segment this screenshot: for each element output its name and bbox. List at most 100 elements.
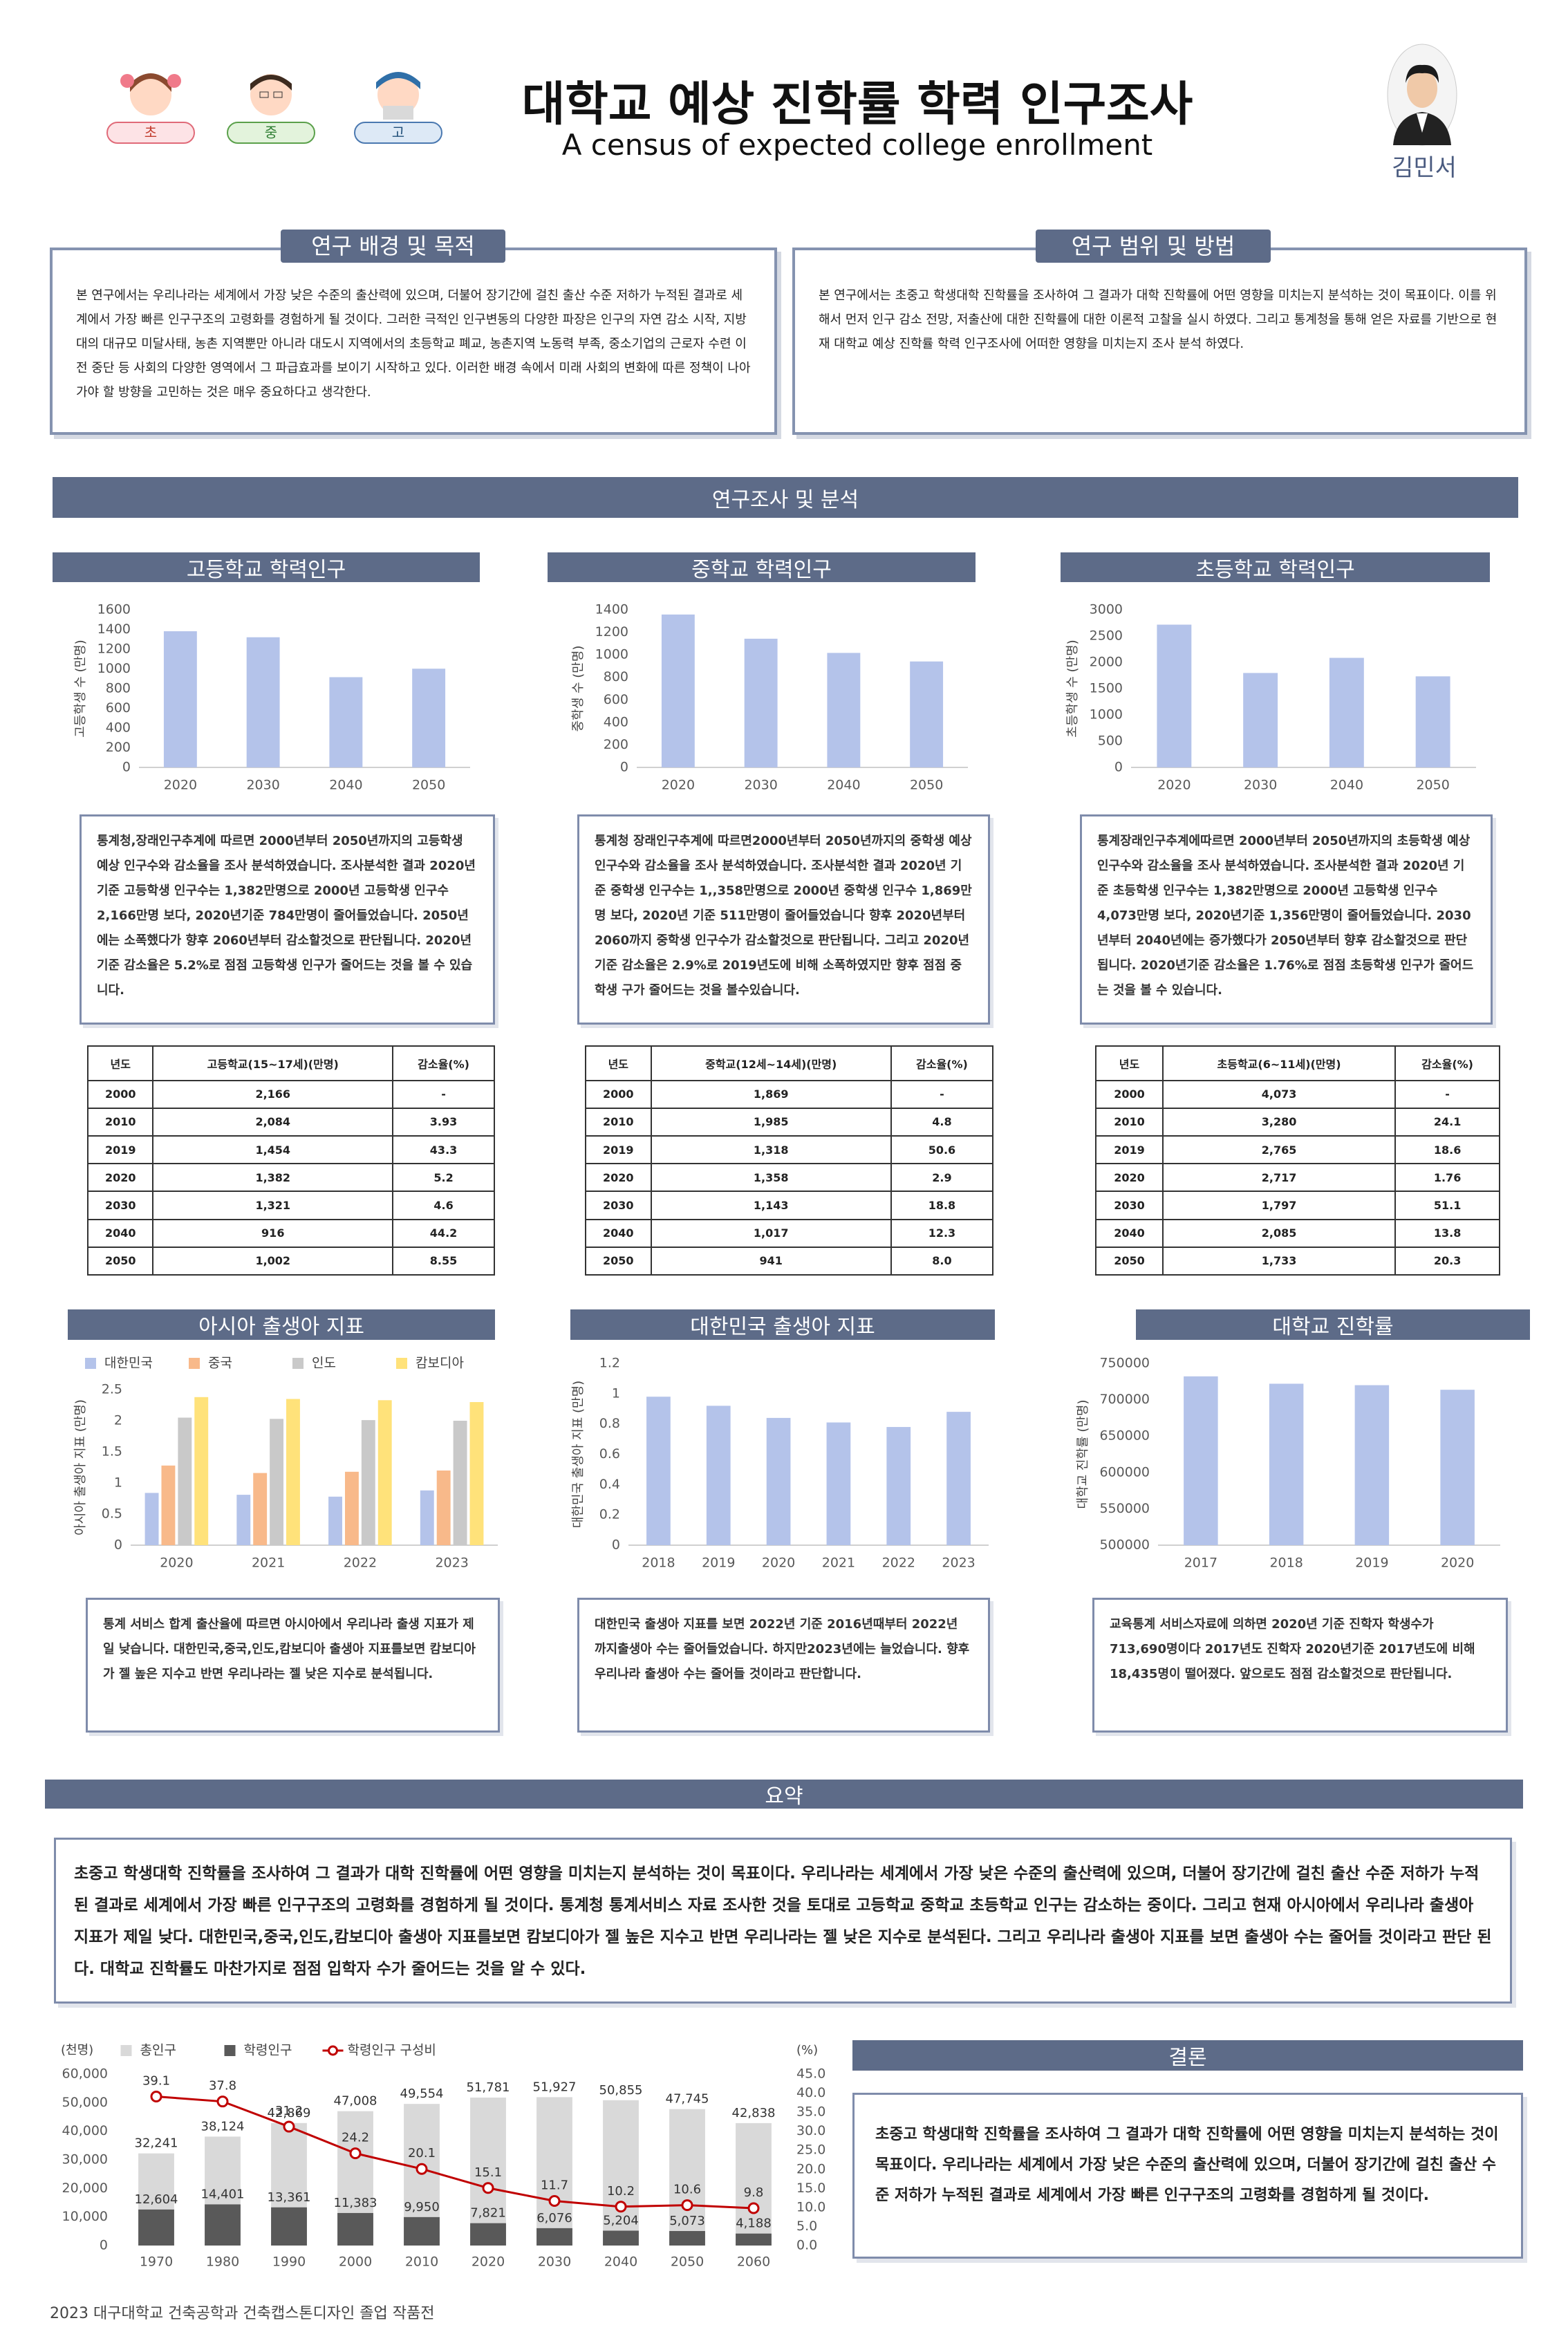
y-tick-label: 400 — [604, 714, 628, 729]
legend-label: 중국 — [208, 1356, 232, 1371]
chart: 대한민국 출생아 지표 (만명) 0 0.2 0.4 0.6 0.8 1 1.2 2018 201… — [571, 1356, 989, 1571]
cell: 8.0 — [890, 1246, 994, 1276]
value-label: 11.7 — [541, 2178, 568, 2193]
cell: 1,797 — [1161, 1191, 1397, 1220]
chart: 초등학생 수 (만명) 0 500 1000 1500 2000 2500 3000 2020 2… — [1065, 602, 1476, 793]
x-tick-label: 2019 — [1355, 1556, 1388, 1571]
bar — [536, 2097, 572, 2246]
y-tick-label: 10,000 — [62, 2209, 108, 2224]
header-cell: 년도 — [585, 1045, 652, 1081]
bar — [253, 1473, 268, 1545]
panel-text: 통계 서비스 합계 출산율에 따르면 아시아에서 우리나라 출생 지표가 제일 … — [86, 1598, 500, 1733]
analysis-banner: 연구조사 및 분석 — [53, 477, 1518, 518]
icons: 초 중 고 — [106, 72, 442, 144]
cell: 2020 — [1095, 1163, 1164, 1193]
cell: 2019 — [1095, 1135, 1164, 1165]
table-row: 2020 1,358 2.9 — [585, 1163, 994, 1193]
value-label: 4,188 — [736, 2216, 772, 2231]
x-tick-label: 2050 — [1416, 778, 1449, 793]
panel-heading: 대학교 진학률 — [1136, 1309, 1530, 1340]
cell: 2.9 — [890, 1163, 994, 1193]
bar — [661, 614, 695, 767]
y2-tick-label: 30.0 — [796, 2123, 825, 2138]
value-label: 10.6 — [673, 2183, 701, 2197]
table: 년도 중학교(12세~14세)(만명) 감소율(%) 2000 1,869-2010 1,… — [585, 1045, 994, 1276]
cell: 18.6 — [1394, 1135, 1500, 1165]
bar — [736, 2233, 772, 2246]
panel-text: 교육통계 서비스자료에 의하면 2020년 기준 진학자 학생수가 713,69… — [1092, 1598, 1508, 1733]
bar — [744, 638, 778, 767]
cell: 2040 — [86, 1218, 154, 1248]
data-table: 년도 고등학교(15~17세)(만명) 감소율(%) 2000 2,166-2010 2,… — [86, 1045, 495, 1276]
bar — [1243, 673, 1278, 767]
value-label: 31.2 — [275, 2104, 303, 2118]
y-tick-label: 0 — [1114, 760, 1123, 775]
value-label: 9,950 — [404, 2200, 440, 2214]
x-tick-label: 2060 — [737, 2255, 770, 2270]
table-row: 2019 2,765 18.6 — [1095, 1135, 1500, 1165]
cell: 5.2 — [392, 1163, 495, 1193]
table-row: 2010 2,084 3.93 — [86, 1107, 495, 1137]
table-row: 2010 1,985 4.8 — [585, 1107, 994, 1137]
value-label: 39.1 — [142, 2074, 170, 2089]
data-table: 년도 초등학교(6~11세)(만명) 감소율(%) 2000 4,073-2010 3,2… — [1095, 1045, 1500, 1276]
bar — [469, 1402, 484, 1545]
y-tick-label: 800 — [106, 681, 131, 696]
bar — [344, 1471, 359, 1545]
y-tick-label: 1600 — [97, 602, 131, 617]
bar — [163, 631, 197, 767]
cell: 2020 — [585, 1163, 652, 1193]
table-row: 2050 1,002 8.55 — [86, 1246, 495, 1276]
intro-heading: 연구 배경 및 목적 — [281, 230, 505, 263]
value-label: 32,241 — [135, 2136, 178, 2151]
x-tick-label: 2020 — [160, 1556, 193, 1571]
y2-tick-label: 20.0 — [796, 2161, 825, 2176]
value-label: 37.8 — [209, 2079, 236, 2093]
bar — [736, 2122, 772, 2246]
table-row: 2050 941 8.0 — [585, 1246, 994, 1276]
bar — [194, 1397, 209, 1545]
x-tick-label: 2040 — [329, 778, 362, 793]
y-tick-label: 60,000 — [62, 2066, 108, 2082]
legend-swatch — [85, 1358, 96, 1369]
y-tick-label: 0 — [114, 1538, 122, 1553]
cell: 2,084 — [152, 1107, 394, 1137]
cell: 3.93 — [392, 1107, 495, 1137]
cell: 12.3 — [890, 1218, 994, 1248]
bar — [144, 1493, 159, 1545]
value-label: 51,927 — [533, 2080, 577, 2094]
y2-tick-label: 0.0 — [796, 2238, 817, 2253]
y-tick-label: 0.4 — [599, 1477, 620, 1492]
y-tick-label: 600 — [604, 692, 628, 707]
chart: 대학교 진학률 (만명) 500000 550000 600000 650000 7000… — [1076, 1356, 1500, 1571]
cell: 2020 — [86, 1163, 154, 1193]
x-tick-label: 2022 — [882, 1556, 915, 1571]
y-tick-label: 2500 — [1090, 628, 1123, 644]
table-row: 2050 1,733 20.3 — [1095, 1246, 1500, 1276]
point — [416, 2163, 428, 2175]
conclusion-heading: 결론 — [852, 2040, 1523, 2071]
point — [150, 2091, 162, 2103]
summary-text: 초중고 학생대학 진학률을 조사하여 그 결과가 대학 진학률에 어떤 영향을 … — [74, 1865, 1492, 1978]
cell: 51.1 — [1394, 1191, 1500, 1220]
y2-tick-label: 15.0 — [796, 2181, 825, 2196]
cell: 8.55 — [392, 1246, 495, 1276]
cell: 2,085 — [1161, 1218, 1397, 1248]
bar — [329, 677, 363, 767]
bar — [436, 1471, 451, 1545]
cell: 1.76 — [1394, 1163, 1500, 1193]
value-label: 11,383 — [334, 2196, 377, 2210]
cell: 2030 — [86, 1191, 154, 1220]
y-tick-label: 3000 — [1090, 602, 1123, 617]
bar — [328, 1496, 342, 1545]
y-tick-label: 200 — [106, 740, 131, 755]
y-tick-label: 1.5 — [102, 1444, 122, 1459]
cell: 2050 — [86, 1246, 154, 1276]
y-tick-label: 2.5 — [102, 1382, 122, 1397]
panel-text: 통계청 장래인구추계에 따르면2000년부터 2050년까지의 중학생 예상 인… — [577, 814, 990, 1025]
cell: 1,733 — [1161, 1246, 1397, 1276]
cell: 3,280 — [1161, 1107, 1397, 1137]
cell: 1,454 — [152, 1135, 394, 1165]
value-label: 5,204 — [603, 2213, 639, 2228]
header-cell: 년도 — [86, 1045, 154, 1081]
